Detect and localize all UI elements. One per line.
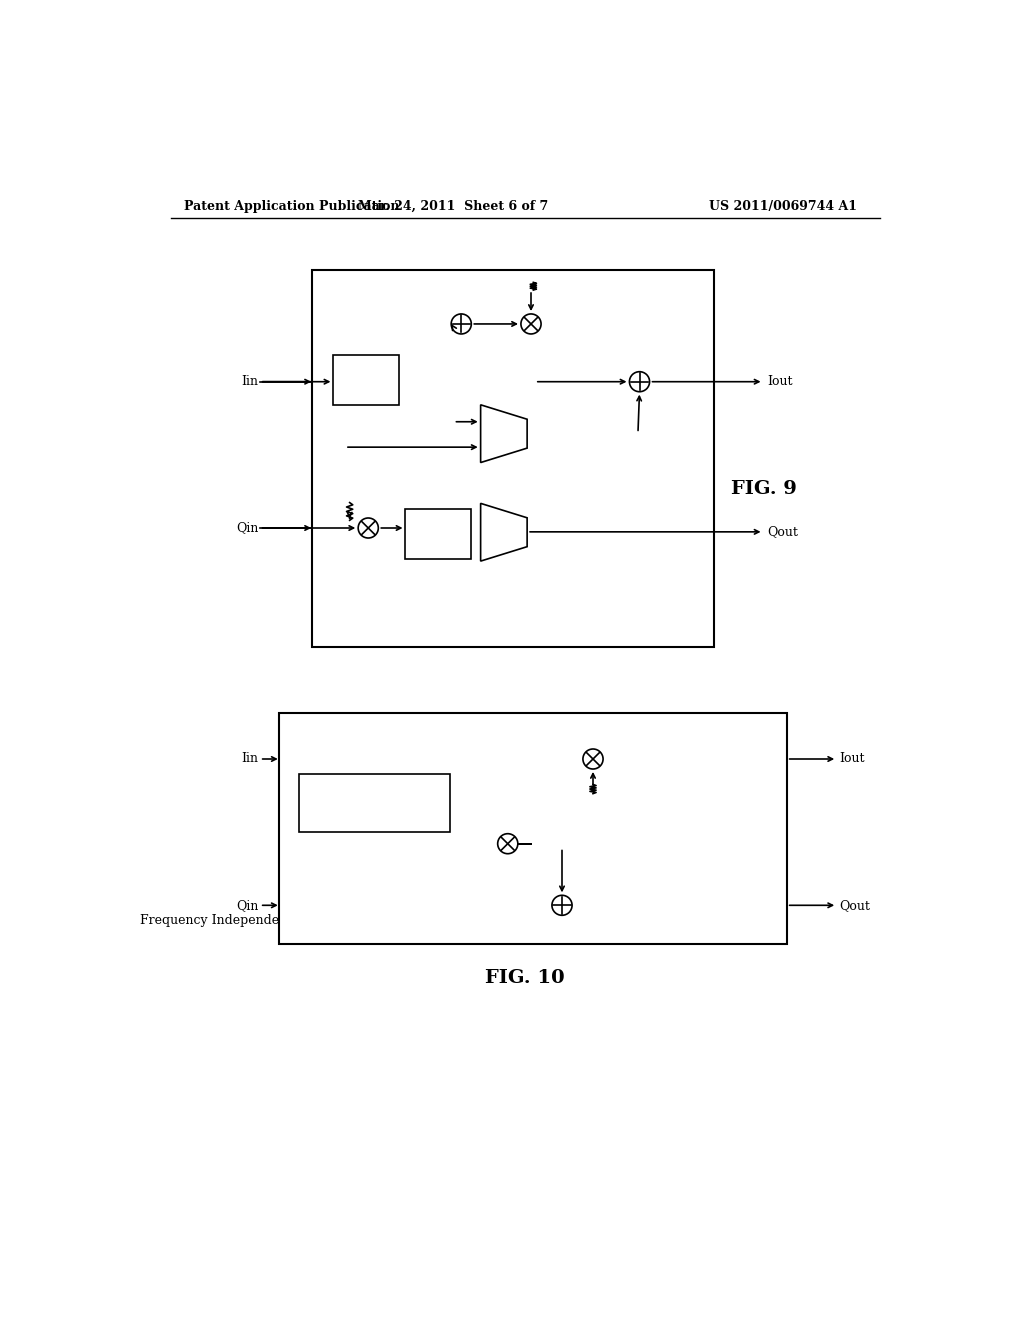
Text: Qout: Qout: [840, 899, 870, 912]
Text: 906: 906: [355, 381, 378, 395]
Text: Patent Application Publication: Patent Application Publication: [183, 199, 399, 213]
Bar: [406, 508, 471, 558]
Text: Iin: Iin: [242, 375, 258, 388]
Text: Frequency Independent IQ Imbalance Correction Module: Frequency Independent IQ Imbalance Corre…: [140, 915, 510, 927]
Text: Iin: Iin: [242, 752, 258, 766]
Bar: [334, 355, 399, 405]
Text: Iout: Iout: [767, 375, 793, 388]
Text: FIG. 9: FIG. 9: [730, 480, 797, 499]
Text: Qout: Qout: [767, 525, 799, 539]
Text: PhaseLegCorr: PhaseLegCorr: [391, 841, 472, 850]
Text: 1000: 1000: [610, 915, 642, 927]
Text: Mar. 24, 2011  Sheet 6 of 7: Mar. 24, 2011 Sheet 6 of 7: [358, 199, 549, 213]
Text: FIG. 10: FIG. 10: [485, 969, 564, 987]
Text: B=tau Negative: B=tau Negative: [411, 498, 501, 508]
Text: Correction Module: Correction Module: [374, 622, 498, 635]
Circle shape: [452, 314, 471, 334]
Bar: [299, 775, 450, 832]
Circle shape: [630, 372, 649, 392]
Text: Qin: Qin: [236, 521, 258, 535]
Text: A: A: [490, 515, 499, 525]
Bar: [312, 271, 714, 647]
Text: B: B: [482, 442, 490, 453]
Text: FreqIndepPhaseComp: FreqIndepPhaseComp: [311, 791, 437, 801]
Text: 900: 900: [520, 622, 544, 635]
Text: B=tau Negative: B=tau Negative: [464, 483, 554, 492]
Text: A=tau Positive: A=tau Positive: [464, 469, 547, 479]
Circle shape: [583, 748, 603, 770]
Text: B: B: [482, 541, 490, 550]
Circle shape: [552, 895, 572, 915]
Text: Iout: Iout: [840, 752, 865, 766]
Text: Frequency Dependent IQ Imbalance: Frequency Dependent IQ Imbalance: [397, 606, 629, 619]
Text: 1/ΔG 904: 1/ΔG 904: [324, 487, 379, 500]
Text: US 2011/0069744 A1: US 2011/0069744 A1: [710, 199, 857, 213]
Polygon shape: [480, 405, 527, 462]
Text: Qin: Qin: [236, 899, 258, 912]
Text: A: A: [490, 417, 499, 426]
Text: tau 902: tau 902: [508, 277, 553, 290]
Circle shape: [498, 834, 518, 854]
Text: 908: 908: [427, 536, 450, 549]
Text: REG: REG: [353, 366, 380, 379]
Polygon shape: [480, 503, 527, 561]
Bar: [280, 713, 786, 944]
Text: A=tau Positive: A=tau Positive: [411, 484, 494, 495]
Text: 1004 FreqIndepGainComp: 1004 FreqIndepGainComp: [607, 796, 757, 807]
Circle shape: [358, 517, 378, 539]
Text: REG: REG: [425, 519, 452, 532]
Text: 1002: 1002: [359, 808, 389, 821]
Text: IrailDly: IrailDly: [428, 364, 471, 374]
Circle shape: [521, 314, 541, 334]
